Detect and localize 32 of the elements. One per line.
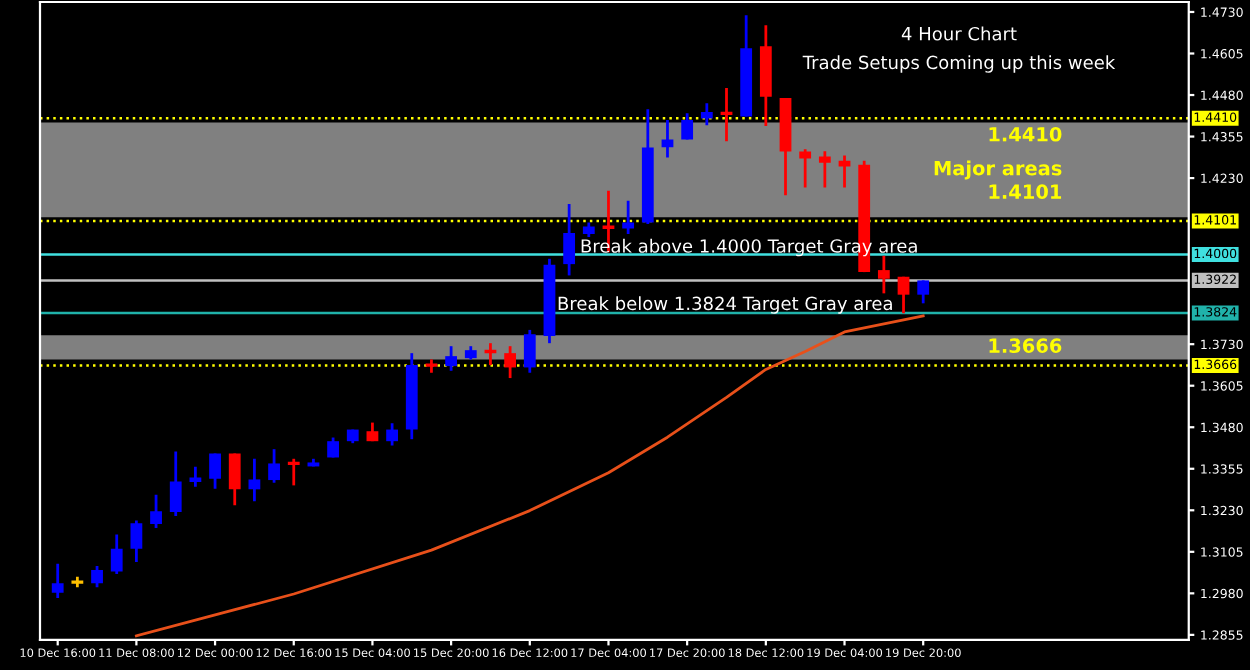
band-label: 1.3666 <box>989 338 1062 353</box>
annotation: 1.4101 <box>989 184 1062 199</box>
candlestick <box>681 111 694 141</box>
candlestick <box>91 564 103 589</box>
text: Trade Setups Coming up this week <box>802 55 1116 73</box>
candlestick <box>130 519 143 564</box>
candlestick <box>189 465 202 489</box>
candlestick <box>51 562 64 600</box>
candlestick <box>248 457 261 503</box>
candlestick <box>110 533 123 576</box>
candlestick <box>268 447 280 485</box>
candlestick <box>504 344 517 380</box>
candlestick <box>386 421 398 447</box>
candlestick <box>917 279 930 305</box>
text: 4 Hour Chart <box>901 26 1017 41</box>
candlestick <box>445 344 458 373</box>
candlestick <box>150 493 162 530</box>
candlestick <box>169 450 182 518</box>
candlestick <box>700 101 713 127</box>
candlestick <box>209 452 221 491</box>
candlestick <box>563 202 576 277</box>
candlestick <box>622 199 635 236</box>
candlestick <box>523 328 536 375</box>
line-series <box>134 314 925 638</box>
candlestick <box>877 254 890 295</box>
candlestick <box>897 275 910 315</box>
candlestick <box>286 457 302 487</box>
candlestick <box>818 149 831 189</box>
annotation: 1.4410 <box>989 126 1062 142</box>
band-label: Major areas <box>934 160 1062 180</box>
annotation: Break below 1.3824 Target Gray area <box>558 296 892 314</box>
candlestick <box>228 452 241 507</box>
